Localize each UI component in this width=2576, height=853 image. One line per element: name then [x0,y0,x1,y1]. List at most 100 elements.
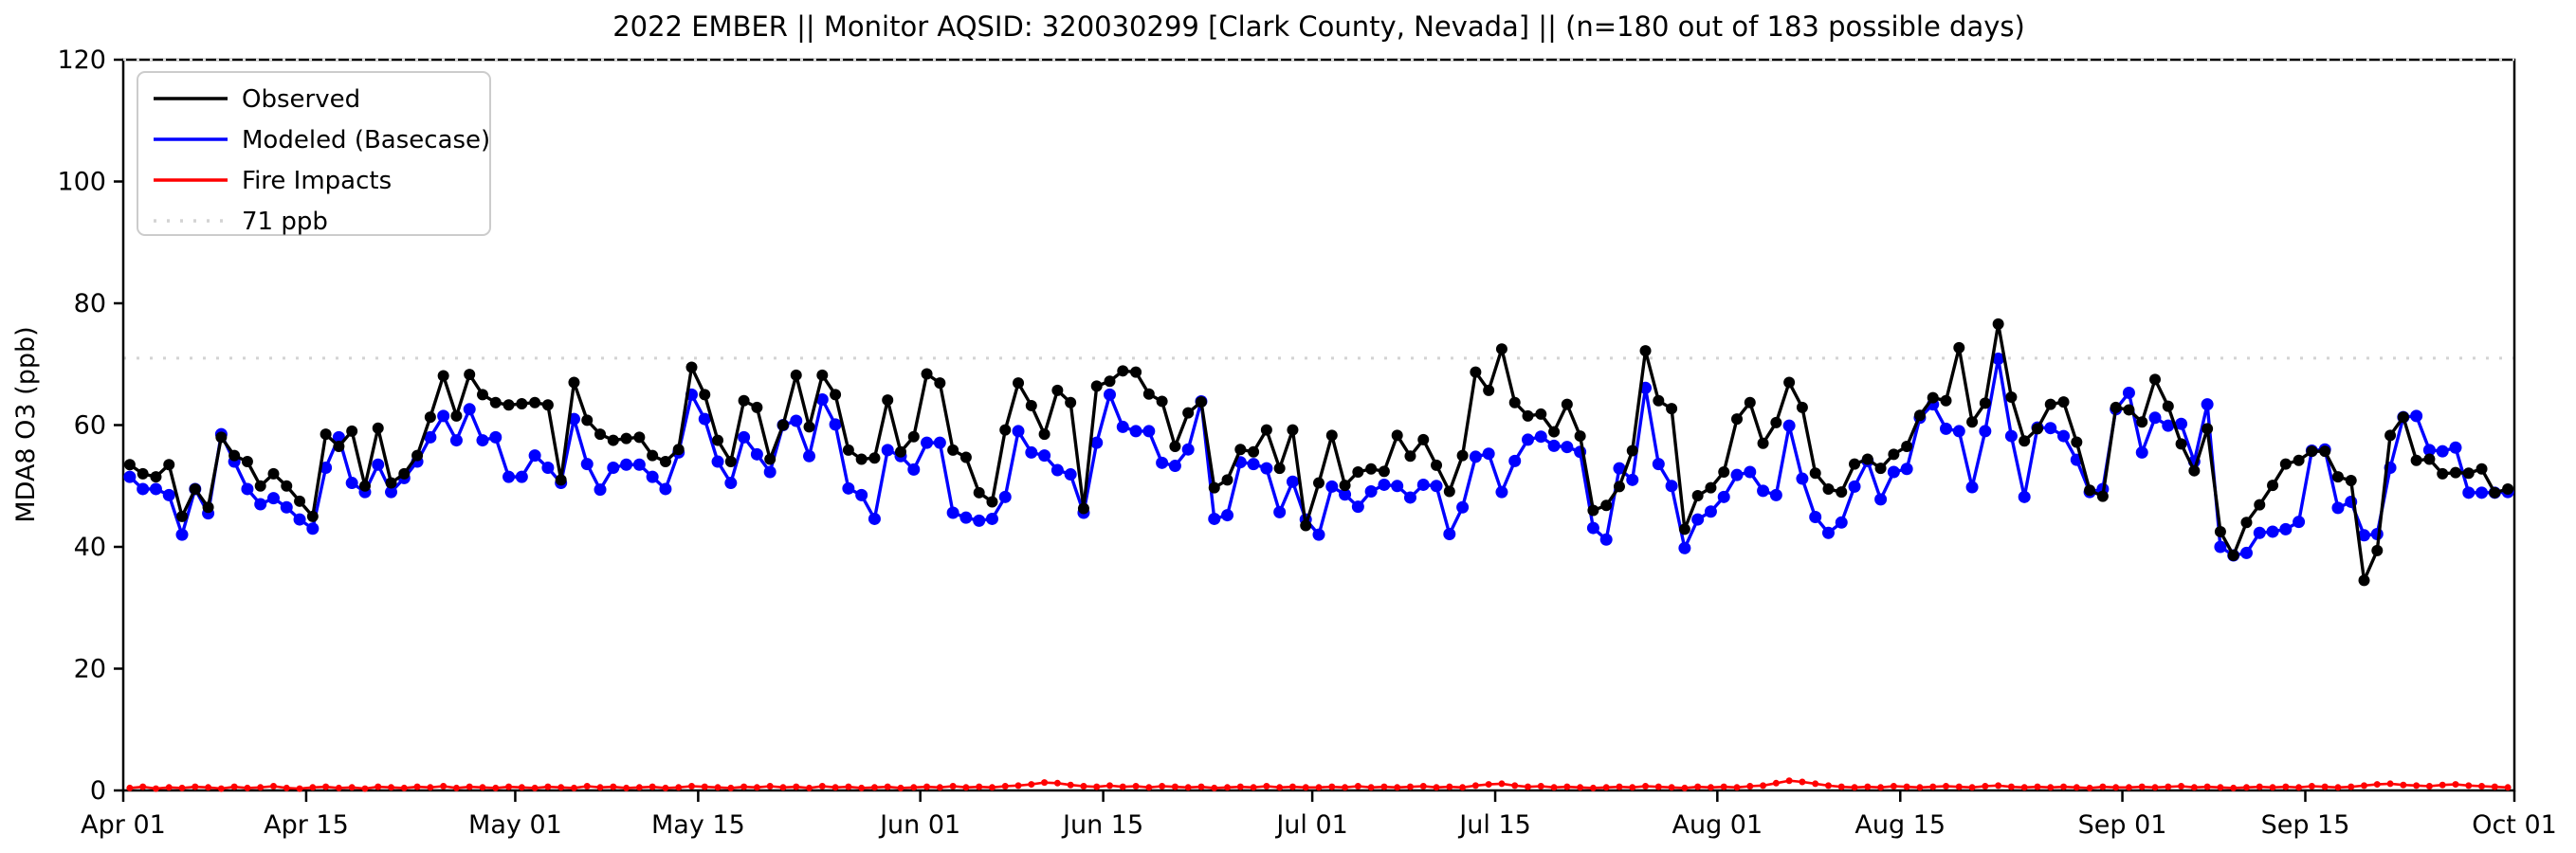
observed-line-marker [529,396,541,408]
observed-line-marker [2345,474,2357,486]
observed-line-marker [1901,440,1913,452]
modeled-line-marker [1900,463,1913,476]
fire-impacts-line-marker [269,783,277,790]
fire-impacts-line-marker [1132,783,1140,790]
fire-impacts-line-marker [2165,783,2172,790]
fire-impacts-line-marker [1694,783,1702,790]
observed-line-marker [751,401,763,413]
fire-impacts-line-marker [1001,783,1009,790]
observed-line-marker [1809,467,1821,480]
observed-line-marker [699,389,711,401]
modeled-line-marker [1038,449,1051,463]
observed-line-marker [2071,436,2083,448]
x-tick-label: Jul 15 [1457,810,1531,840]
observed-line-marker [1365,463,1378,475]
observed-line-marker [2267,480,2279,492]
y-tick-label: 40 [74,533,106,562]
fire-impacts-line-marker [1864,783,1872,790]
observed-line-marker [2084,484,2096,497]
modeled-line-marker [2135,445,2148,459]
observed-line-marker [1705,481,1717,494]
fire-impacts-line-marker [361,785,369,792]
fire-impacts-line-marker [858,784,866,791]
fire-impacts-line-marker [1433,784,1440,791]
fire-impacts-line-marker [257,784,265,791]
fire-impacts-line-marker [1184,784,1192,791]
observed-line-marker [1483,384,1495,396]
fire-impacts-line-marker [2060,783,2068,790]
observed-line-marker [1391,429,1403,442]
y-tick-label: 20 [74,655,106,684]
observed-line-marker [1456,449,1469,462]
fire-impacts-line-marker [1498,780,1506,788]
fire-impacts-line-marker [2452,781,2459,789]
fire-impacts-line-marker [1354,783,1361,790]
observed-line-marker [2123,404,2135,416]
modeled-line-marker [803,449,816,463]
observed-line-marker [1966,416,1979,428]
modeled-line-marker [1665,480,1678,493]
modeled-line-marker [1691,513,1705,526]
observed-line-marker [947,444,959,456]
modeled-line-marker [620,458,633,471]
fire-impacts-line-marker [1563,783,1571,790]
fire-impacts-line-marker [1315,784,1323,791]
modeled-line-marker [2436,445,2449,458]
modeled-line-marker [2422,444,2436,457]
fire-impacts-line-marker [2478,783,2486,790]
modeled-line-marker [1378,478,1391,491]
modeled-line-marker [241,482,254,496]
modeled-line-marker [1456,500,1470,514]
modeled-line-marker [1652,458,1665,471]
modeled-line-marker [750,447,763,461]
observed-line-marker [1940,394,1952,407]
fire-impacts-line-marker [1982,783,1989,790]
observed-line-marker [241,456,253,468]
fire-impacts-line-marker [1014,782,1022,789]
observed-line-marker [1678,523,1690,535]
modeled-line-marker [646,470,659,483]
fire-impacts-line-marker [518,784,525,791]
observed-line-marker [502,399,515,411]
observed-line-marker [2031,423,2043,435]
modeled-line-marker [2279,522,2293,535]
observed-line-marker [1888,448,1900,461]
modeled-line-marker [1391,480,1404,493]
fire-impacts-line-marker [440,783,448,790]
observed-line-marker [607,434,619,446]
fire-impacts-line-marker [701,783,708,790]
x-tick-label: May 01 [468,810,562,840]
fire-impacts-line-marker [779,784,787,791]
observed-line-marker [1992,318,2004,330]
fire-impacts-line-marker [492,784,500,791]
fire-impacts-line-marker [766,783,774,790]
fire-impacts-line-marker [1837,783,1845,790]
x-tick-label: Jul 01 [1274,810,1348,840]
modeled-line-marker [973,514,986,527]
observed-line-marker [2201,423,2214,435]
x-tick-label: May 15 [651,810,745,840]
observed-line-marker [1352,465,1364,478]
observed-line-marker [372,422,384,434]
modeled-line-marker [1626,473,1639,486]
observed-line-marker [999,424,1012,436]
observed-line-marker [816,369,829,381]
modeled-line-marker [607,461,620,474]
observed-line-marker [1613,481,1625,493]
x-tick-label: Jun 15 [1061,810,1143,840]
observed-line-marker [294,495,306,507]
fire-impacts-line-marker [192,783,199,790]
modeled-line-marker [790,414,803,427]
modeled-line-marker [254,498,267,511]
observed-line-marker [1470,366,1482,378]
modeled-line-marker [2044,422,2057,435]
observed-line-marker [1770,416,1782,428]
observed-line-marker [1273,463,1286,475]
modeled-line-marker [985,512,998,525]
modeled-line-marker [763,465,776,479]
observed-line-marker [1339,480,1351,492]
fire-impacts-line-marker [2282,783,2290,790]
observed-line-marker [1443,485,1455,498]
modeled-line-marker [907,463,921,476]
fire-impacts-line-marker [2151,784,2159,791]
